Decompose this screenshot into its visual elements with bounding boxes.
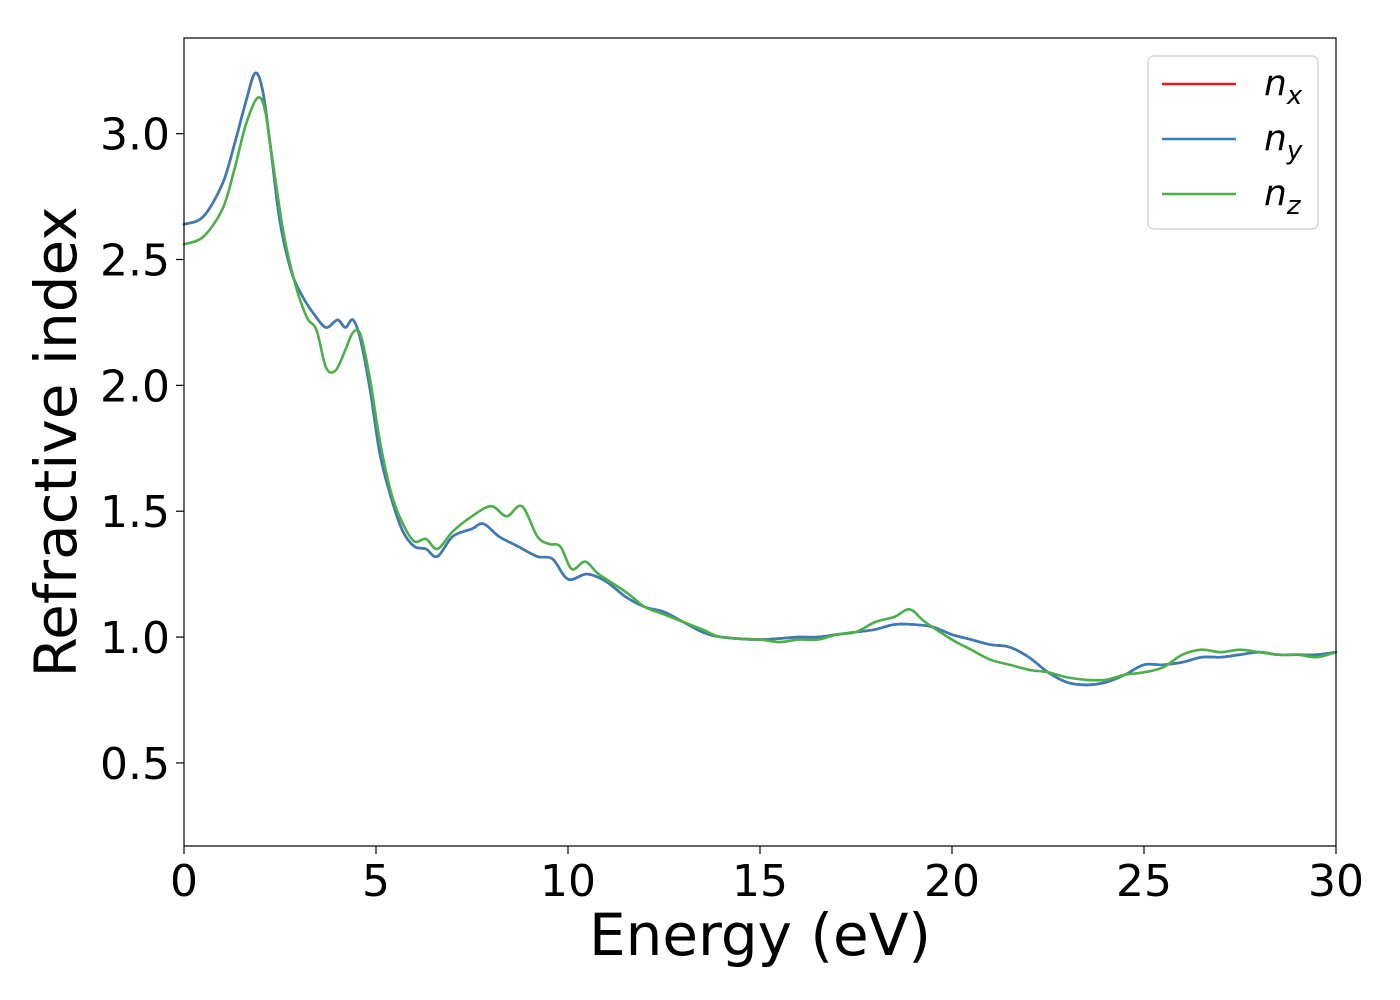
y-tick-label: 2.0 [100,361,170,412]
y-axis-label: Refractive index [22,206,90,677]
y-tick-label: 2.5 [100,236,170,287]
series-line-z [182,96,1338,682]
x-tick-label: 15 [732,856,788,907]
x-tick-label: 10 [540,856,596,907]
legend-label-z: nz [1264,173,1302,221]
y-tick-label: 0.5 [100,739,170,790]
y-tick-label: 3.0 [100,110,170,161]
y-axis-ticks: 0.5 1.0 1.5 2.0 2.5 3.0 [100,110,184,790]
x-tick-label: 25 [1116,856,1172,907]
x-axis-ticks: 0 5 10 15 20 25 30 [170,846,1364,907]
y-tick-label: 1.0 [100,613,170,664]
series-layer [182,71,1338,687]
series-line-y [182,71,1338,687]
x-tick-label: 5 [362,856,390,907]
legend-box [1147,55,1319,230]
x-tick-label: 30 [1308,856,1364,907]
y-tick-label: 1.5 [100,487,170,538]
x-tick-label: 20 [924,856,980,907]
x-tick-label: 0 [170,856,198,907]
legend: nx ny nz [1147,55,1319,230]
legend-label-x: nx [1264,63,1303,111]
legend-label-y: ny [1264,118,1303,166]
legend-entries: nx ny nz [1162,63,1303,221]
x-axis-label: Energy (eV) [589,901,931,969]
